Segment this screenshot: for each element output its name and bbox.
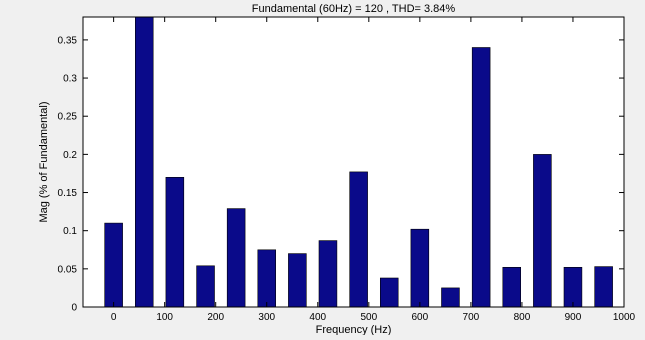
y-tick-label: 0.1 [63, 226, 77, 237]
x-tick-label: 700 [463, 312, 480, 323]
x-tick-label: 500 [360, 312, 377, 323]
y-tick-label: 0.35 [58, 35, 78, 46]
bar [257, 249, 276, 308]
bar [471, 47, 491, 308]
bar [594, 266, 613, 308]
x-tick-label: 100 [156, 312, 173, 323]
bar [349, 171, 368, 308]
chart-title: Fundamental (60Hz) = 120 , THD= 3.84% [252, 3, 456, 15]
bar [288, 253, 307, 308]
x-tick-label: 600 [412, 312, 429, 323]
y-tick-label: 0.2 [63, 150, 77, 161]
x-tick-label: 800 [514, 312, 531, 323]
x-tick-label: 0 [111, 312, 117, 323]
y-tick-label: 0.25 [58, 112, 78, 123]
y-tick-label: 0.15 [58, 188, 78, 199]
bar [533, 154, 552, 308]
bar [226, 208, 246, 308]
bar [196, 265, 215, 308]
x-tick-label: 1000 [613, 312, 636, 323]
bar [379, 277, 399, 308]
x-axis-label: Frequency (Hz) [316, 324, 392, 335]
bar [135, 16, 154, 308]
x-tick-label: 900 [565, 312, 582, 323]
x-tick-label: 200 [207, 312, 224, 323]
bar [104, 222, 123, 308]
y-tick-label: 0.3 [63, 74, 77, 85]
y-tick-label: 0 [71, 303, 77, 314]
plot-frame [82, 16, 625, 308]
x-tick-label: 400 [309, 312, 326, 323]
bar [165, 177, 185, 308]
bar [441, 287, 460, 308]
bar [502, 266, 521, 308]
bar [410, 228, 430, 308]
bar [318, 240, 338, 308]
bar [563, 266, 583, 308]
bars-group [104, 16, 613, 308]
y-tick-label: 0.05 [58, 264, 78, 275]
x-tick-label: 300 [258, 312, 275, 323]
ticks-group: 0 100 200 300 400 500 600 700 800 900 1000 0 0.05 0.1… [58, 17, 636, 323]
y-axis-label: Mag (% of Fundamental) [38, 101, 50, 222]
